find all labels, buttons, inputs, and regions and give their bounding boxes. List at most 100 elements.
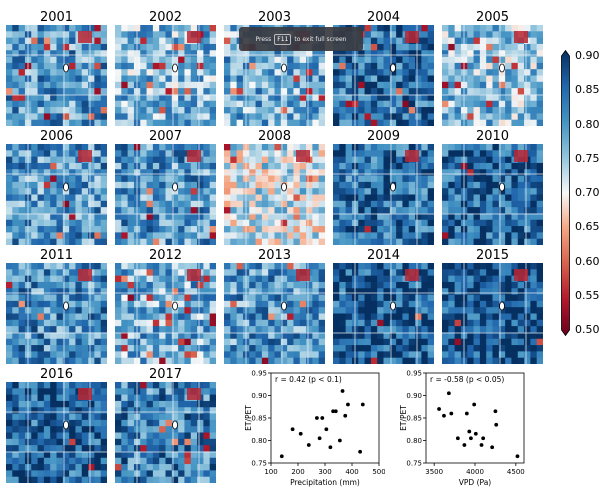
map-cell: [209, 94, 216, 102]
map-cell: [43, 232, 51, 240]
map-cell: [498, 43, 506, 51]
map-cell: [69, 113, 76, 121]
map-cell: [396, 269, 403, 277]
map-cell: [448, 56, 456, 64]
map-cell: [75, 400, 83, 408]
map-cell: [127, 213, 135, 221]
map-cell: [498, 175, 506, 183]
colorbar-tick-label: 0.75: [575, 151, 600, 165]
map-cell: [121, 107, 129, 114]
map-cell: [224, 307, 231, 314]
map-cell: [524, 232, 531, 240]
map-cell: [12, 31, 20, 39]
map-cell: [140, 476, 147, 483]
map-cell: [100, 332, 107, 340]
map-cell: [339, 238, 347, 245]
map-cell: [209, 119, 216, 126]
map-cell: [81, 432, 89, 440]
map-cell: [100, 457, 107, 465]
map-cell: [127, 43, 135, 51]
map-cell: [121, 213, 129, 221]
map-cell: [364, 263, 372, 270]
map-cell: [486, 288, 493, 295]
map-cell: [408, 88, 416, 95]
map-cell: [421, 50, 429, 57]
map-cell: [530, 25, 538, 32]
scatter-point: [331, 409, 335, 414]
map-cell: [274, 275, 282, 283]
map-cell: [486, 345, 493, 352]
map-cell: [190, 413, 198, 421]
map-cell: [165, 476, 173, 483]
map-cell: [43, 382, 51, 389]
map-cell: [427, 100, 434, 108]
map-cell: [415, 226, 422, 233]
map-cell: [536, 238, 543, 245]
map-cell: [370, 200, 378, 208]
map-cell: [165, 470, 173, 478]
map-cell: [454, 94, 462, 102]
map-cell: [467, 226, 474, 233]
map-cell: [184, 169, 192, 176]
map-cell: [421, 188, 429, 195]
map-cell: [121, 119, 129, 126]
map-cell: [165, 43, 173, 51]
map-cell: [56, 144, 64, 151]
map-cell: [306, 288, 313, 295]
map-cell: [377, 43, 384, 51]
map-cell: [505, 37, 512, 45]
map-cell: [152, 181, 160, 189]
map-cell: [396, 94, 403, 102]
map-cell: [364, 219, 372, 227]
map-cell: [293, 338, 301, 346]
map-cell: [339, 56, 347, 64]
map-cell: [203, 43, 211, 51]
map-cell: [81, 332, 89, 340]
map-cell: [165, 269, 173, 277]
map-cell: [6, 169, 13, 176]
map-cell: [100, 94, 107, 102]
map-cell: [100, 351, 107, 359]
map-cell: [498, 345, 506, 352]
map-cell: [197, 470, 204, 478]
map-cell: [467, 162, 474, 170]
map-cell: [498, 31, 506, 39]
map-cell: [140, 107, 147, 114]
map-cell: [140, 357, 147, 364]
map-cell: [536, 200, 543, 208]
map-cell: [517, 81, 525, 89]
map-cell: [517, 25, 525, 32]
map-cell: [498, 226, 506, 233]
map-cell: [62, 150, 70, 158]
map-cell: [159, 388, 166, 396]
map-cell: [140, 413, 147, 421]
map-cell: [396, 50, 403, 57]
map-cell: [505, 144, 512, 151]
map-cell: [100, 445, 107, 452]
map-cell: [43, 88, 51, 95]
map-cell: [467, 300, 474, 308]
map-cell: [88, 451, 95, 459]
map-cell: [81, 345, 89, 352]
map-cell: [190, 232, 198, 240]
map-cell: [364, 94, 372, 102]
map-cell: [197, 457, 204, 465]
map-cell: [511, 69, 519, 76]
map-cell: [56, 432, 64, 440]
map-cell: [370, 313, 378, 321]
map-cell: [62, 119, 70, 126]
map-title-2013: 2013: [257, 248, 292, 263]
map-cell: [75, 69, 83, 76]
map-cell: [261, 144, 269, 151]
toast-key-badge: F11: [274, 33, 292, 45]
map-cell: [115, 219, 122, 227]
map-cell: [190, 294, 198, 302]
map-cell: [197, 357, 204, 364]
map-cell: [293, 319, 301, 327]
map-cell: [94, 88, 102, 95]
map-cell: [165, 113, 173, 121]
map-cell: [6, 275, 13, 283]
map-cell: [479, 300, 487, 308]
map-cell: [203, 144, 211, 151]
map-cell: [115, 382, 122, 389]
